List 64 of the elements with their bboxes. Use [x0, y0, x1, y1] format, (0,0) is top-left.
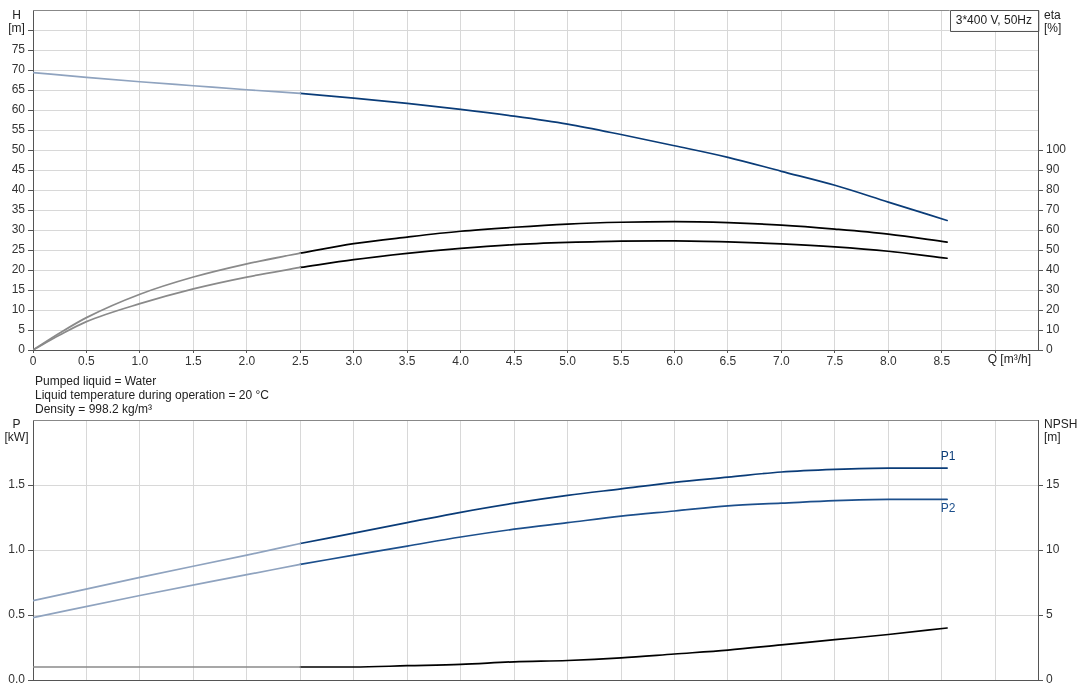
y2-tick-label: 15: [1046, 477, 1060, 492]
y-tick-label: 20: [11, 262, 26, 277]
y-tick-label: 40: [11, 182, 26, 197]
x-tick-label: 2.5: [291, 353, 309, 368]
series-label: P1: [940, 449, 956, 464]
y-tick-label: 60: [11, 102, 26, 117]
y2-axis-title: eta [%]: [1044, 7, 1062, 35]
y-tick-label: 10: [11, 302, 26, 317]
y-tick-label: 55: [11, 122, 26, 137]
y2-tick-label: 100: [1046, 142, 1067, 157]
text: Density = 998.2 kg/m³: [35, 402, 153, 417]
x-tick-label: 3.0: [345, 353, 363, 368]
y-tick-label: 45: [11, 162, 26, 177]
y-tick-label: 5: [18, 322, 26, 337]
y2-tick-label: 0: [1046, 672, 1053, 687]
y2-tick-label: 40: [1046, 262, 1060, 277]
x-tick-label: 1.0: [131, 353, 149, 368]
y-tick-label: 30: [11, 222, 26, 237]
y2-tick-label: 70: [1046, 202, 1060, 217]
x-tick-label: 3.5: [398, 353, 416, 368]
y2-axis-title: NPSH [m]: [1044, 417, 1078, 445]
y2-tick-label: 10: [1046, 322, 1060, 337]
y-tick-label: 15: [11, 282, 26, 297]
x-tick-label: 0.5: [78, 353, 96, 368]
y-tick-label: 0.0: [8, 672, 26, 687]
text: Pumped liquid = Water: [35, 374, 157, 389]
y2-tick-label: 90: [1046, 162, 1060, 177]
x-tick-label: 2.0: [238, 353, 256, 368]
x-axis-title: Q [m³/h]: [987, 352, 1031, 367]
x-tick-label: 8.5: [933, 353, 951, 368]
y2-tick-label: 30: [1046, 282, 1060, 297]
y-tick-label: 1.0: [8, 542, 26, 557]
x-tick-label: 4.0: [452, 353, 470, 368]
annotation: 3*400 V, 50Hz: [955, 13, 1033, 28]
y2-tick-label: 0: [1046, 342, 1053, 357]
y-tick-label: 35: [11, 202, 26, 217]
y2-tick-label: 80: [1046, 182, 1060, 197]
x-tick-label: 7.0: [773, 353, 791, 368]
y-tick-label: 50: [11, 142, 26, 157]
y2-tick-label: 50: [1046, 242, 1060, 257]
x-tick-label: 8.0: [879, 353, 897, 368]
x-tick-label: 4.5: [505, 353, 523, 368]
x-tick-label: 0: [29, 353, 37, 368]
y-tick-label: 25: [11, 242, 26, 257]
y-tick-label: 75: [11, 42, 26, 57]
y-tick-label: 0.5: [8, 607, 26, 622]
text: Liquid temperature during operation = 20 °C: [35, 388, 270, 403]
x-tick-label: 5.5: [612, 353, 630, 368]
y-tick-label: 70: [11, 62, 26, 77]
series-label: P2: [940, 500, 956, 515]
y2-tick-label: 5: [1046, 607, 1053, 622]
x-tick-label: 6.5: [719, 353, 737, 368]
y-tick-label: 1.5: [8, 477, 26, 492]
y2-tick-label: 10: [1046, 542, 1060, 557]
x-tick-label: 5.0: [559, 353, 577, 368]
y-tick-label: 0: [18, 342, 26, 357]
y2-tick-label: 20: [1046, 302, 1060, 317]
y2-tick-label: 60: [1046, 222, 1060, 237]
x-tick-label: 6.0: [666, 353, 684, 368]
y-axis-title: P [kW]: [4, 417, 29, 445]
y-axis-title: H [m]: [8, 7, 25, 35]
x-tick-label: 1.5: [185, 353, 203, 368]
y-tick-label: 65: [11, 82, 26, 97]
x-tick-label: 7.5: [826, 353, 844, 368]
